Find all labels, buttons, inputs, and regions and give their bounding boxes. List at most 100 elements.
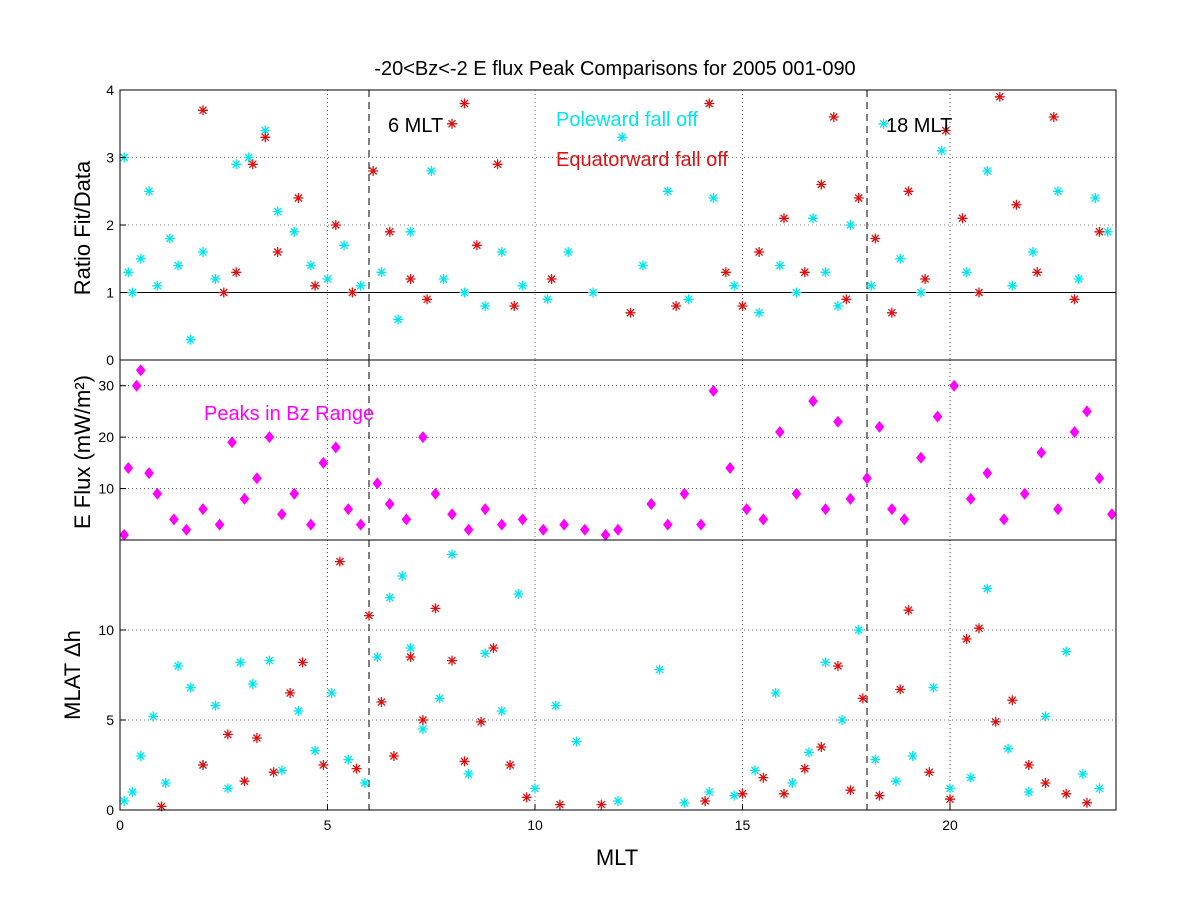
poleward-point <box>513 589 524 599</box>
peak-point <box>1094 472 1105 485</box>
poleward-point <box>1007 280 1018 291</box>
peak-point <box>318 456 329 469</box>
peak-point <box>119 528 129 541</box>
poleward-point <box>355 280 366 291</box>
y-tick-label: 30 <box>98 378 114 394</box>
equatorward-point <box>924 767 935 778</box>
equatorward-point <box>886 307 897 318</box>
equatorward-point <box>260 132 271 143</box>
peak-point <box>899 513 910 526</box>
equatorward-point <box>476 716 487 727</box>
peak-point <box>306 518 316 531</box>
y-tick-label: 20 <box>98 429 114 445</box>
equatorward-point <box>596 799 607 810</box>
poleward-point <box>517 280 528 291</box>
poleward-point <box>588 287 599 298</box>
equatorward-point <box>251 733 262 743</box>
peak-point <box>343 503 354 516</box>
equatorward-point <box>625 307 636 318</box>
poleward-point <box>1073 274 1084 284</box>
equatorward-point <box>1069 294 1080 305</box>
equatorward-point <box>845 785 856 796</box>
poleward-point <box>791 287 802 298</box>
equatorward-point <box>297 657 308 668</box>
peak-point <box>372 477 383 490</box>
equatorward-point <box>310 280 321 291</box>
panel-ratio-fit-data: 0 1 2 3 4 Ratio Fit/Data 6 MLT 18 MLT Polewa… <box>70 82 1117 368</box>
equatorward-point <box>1094 226 1105 237</box>
poleward-point <box>173 661 184 671</box>
poleward-point <box>704 787 715 797</box>
equatorward-point <box>895 684 906 695</box>
peak-point <box>384 498 395 510</box>
poleward-point <box>310 745 321 756</box>
poleward-point <box>127 787 138 797</box>
peak-point <box>264 431 275 444</box>
poleward-point <box>372 652 383 662</box>
equatorward-point <box>492 159 503 170</box>
poleward-point <box>1090 193 1101 203</box>
peak-point <box>152 487 163 500</box>
peak-point <box>418 431 428 444</box>
poleward-point <box>870 754 881 765</box>
poleward-point <box>397 571 408 581</box>
y-tick-label: 3 <box>106 150 114 166</box>
panel-ratio-ylabel: Ratio Fit/Data <box>70 160 95 295</box>
equatorward-point <box>272 247 283 257</box>
poleward-point <box>1028 247 1038 257</box>
poleward-point <box>127 287 138 298</box>
x-axis-label: MLT <box>596 845 638 870</box>
poleward-point <box>247 679 258 689</box>
poleward-point <box>878 118 889 129</box>
chart-title: -20<Bz<-2 E flux Peak Comparisons for 20… <box>374 58 855 80</box>
poleward-point <box>305 260 316 271</box>
poleward-point <box>654 664 665 675</box>
equatorward-point <box>799 763 810 774</box>
x-tick-label: 15 <box>735 817 751 833</box>
peak-point <box>1082 405 1092 418</box>
peak-point <box>833 415 843 428</box>
equatorward-point <box>330 220 341 230</box>
equatorward-point <box>459 98 470 109</box>
poleward-point <box>808 213 818 224</box>
poleward-point <box>276 765 287 776</box>
equatorward-point <box>903 186 914 197</box>
y-tick-label: 2 <box>106 217 114 233</box>
poleward-point <box>148 711 159 722</box>
x-tick-label: 10 <box>527 817 543 833</box>
poleward-point <box>617 132 628 143</box>
panel-ratio-mlt-lines <box>368 90 868 360</box>
panel-mlat-points <box>119 549 1105 812</box>
panel-mlat-x-ticks: 0 5 10 15 20 <box>116 804 958 833</box>
peak-point <box>887 503 897 516</box>
peak-point <box>874 420 885 433</box>
poleward-point <box>405 226 416 237</box>
poleward-point <box>264 655 275 666</box>
poleward-point <box>243 152 254 163</box>
poleward-point <box>1040 711 1051 722</box>
peak-point <box>646 498 656 510</box>
poleward-point <box>210 700 221 711</box>
peak-point <box>447 508 457 521</box>
equatorward-point <box>334 556 345 567</box>
peak-point <box>355 518 366 531</box>
equatorward-point <box>222 729 233 740</box>
equatorward-point <box>285 688 296 698</box>
peak-point <box>862 472 872 485</box>
poleward-point <box>820 267 831 278</box>
equatorward-point <box>1082 797 1092 808</box>
peak-point <box>1036 446 1047 459</box>
poleward-point <box>833 301 843 311</box>
equatorward-point <box>990 716 1001 727</box>
peak-point <box>949 379 959 392</box>
poleward-point <box>322 274 333 284</box>
equatorward-point <box>903 605 914 616</box>
panel-ratio-y-ticks: 0 1 2 3 4 <box>106 82 126 368</box>
poleward-point <box>637 260 648 271</box>
peak-point <box>289 487 300 500</box>
poleward-point <box>683 294 694 305</box>
equatorward-point <box>974 287 984 298</box>
poleward-point <box>708 193 719 203</box>
poleward-point <box>222 783 233 794</box>
